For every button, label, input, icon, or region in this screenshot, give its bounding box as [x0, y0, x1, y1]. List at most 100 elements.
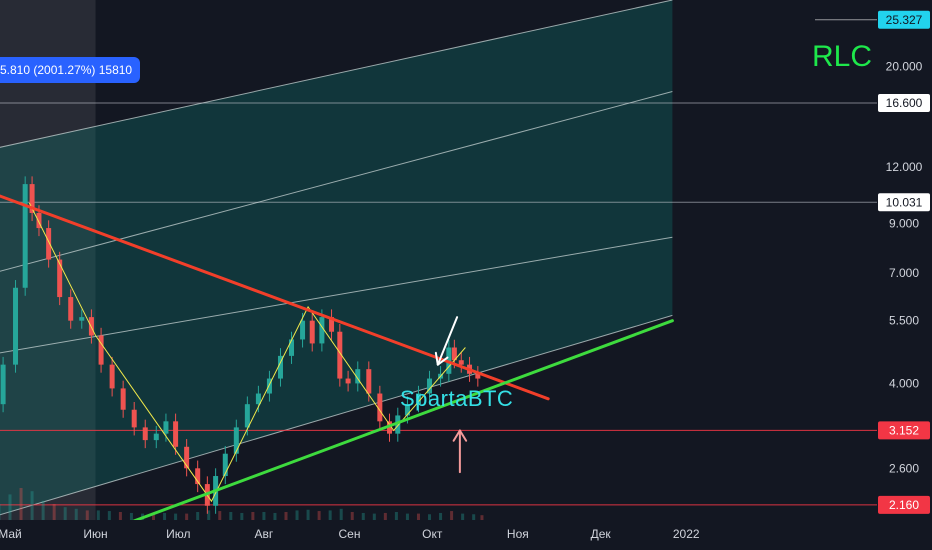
volume-bar: [129, 512, 133, 520]
channel-line-1: [0, 236, 673, 354]
volume-bar: [339, 508, 343, 520]
candle-body: [57, 259, 63, 298]
candle-body: [222, 453, 228, 477]
arrow-shaft: [436, 316, 459, 366]
author-watermark: SpartaBTC: [400, 386, 514, 411]
x-tick-label-1: Июн: [83, 527, 107, 541]
level-label-4: 2.160: [889, 498, 919, 512]
candle-body: [300, 320, 306, 340]
volume-bar: [361, 512, 365, 520]
volume-bar: [8, 494, 12, 520]
channel-line-0: [0, 314, 673, 516]
y-tick-label-0: 20.000: [886, 59, 923, 73]
level-label-bg-3: [878, 421, 930, 440]
time-axis: Май Июн Июл Авг Сен Окт Ноя Дек 2022: [0, 520, 932, 550]
volume-bar: [207, 510, 211, 520]
volume-bar: [372, 513, 376, 520]
channel-band: [0, 0, 673, 515]
channel: [0, 0, 673, 516]
volume-bar: [284, 512, 288, 520]
candle-body: [120, 388, 126, 410]
candle-body: [36, 212, 42, 229]
candle-body: [458, 360, 464, 365]
volume-bar: [262, 512, 266, 520]
volume-bar: [306, 509, 310, 520]
highlight-range: [0, 0, 96, 520]
volume-bar: [480, 515, 484, 520]
volume-bar: [295, 510, 299, 520]
x-tick-label-2: Июл: [166, 527, 190, 541]
volume-bar: [41, 500, 45, 520]
volume-bar: [428, 514, 432, 520]
candle-body: [475, 373, 481, 379]
y-tick-label-1: 12.000: [886, 160, 923, 174]
level-label-0: 25.327: [886, 13, 923, 27]
y-tick-label-3: 7.000: [889, 266, 919, 280]
volume-bar: [163, 512, 167, 520]
arrow-head-b: [452, 429, 461, 442]
candle-body: [309, 320, 315, 344]
volume-bar: [63, 507, 67, 520]
zigzag-pattern: [28, 202, 466, 503]
y-tick-label-2: 9.000: [889, 217, 919, 231]
price-axis-background: [877, 0, 932, 520]
volume-bars: [0, 488, 484, 520]
candle-body: [0, 364, 6, 405]
candle-body: [13, 287, 19, 365]
candle-body: [195, 468, 201, 485]
price-axis: 20.000 12.000 9.000 7.000 5.500 4.000 2.600 25.…: [877, 0, 932, 520]
candle-body: [277, 355, 283, 379]
volume-bar: [394, 512, 398, 520]
x-tick-label-0: Май: [0, 527, 22, 541]
volume-bar: [185, 513, 189, 520]
volume-bar: [350, 512, 354, 520]
y-tick-label-4: 5.500: [889, 314, 919, 328]
volume-bar: [196, 512, 200, 520]
volume-bar: [251, 512, 255, 520]
x-tick-label-7: Дек: [591, 527, 612, 541]
annotation-arrows: [434, 316, 468, 474]
x-tick-label-5: Окт: [422, 527, 443, 541]
candle-body: [29, 184, 35, 213]
volume-bar: [229, 512, 233, 520]
candle-body: [68, 297, 74, 321]
level-label-2: 10.031: [886, 195, 923, 209]
candle-body: [319, 317, 325, 344]
volume-bar: [317, 511, 321, 520]
candle-body: [233, 427, 239, 454]
volume-bar: [174, 513, 178, 520]
volume-bar: [74, 508, 78, 520]
candle-body: [427, 378, 433, 394]
volume-bar: [328, 510, 332, 520]
volume-bar: [416, 513, 420, 520]
candle-body: [79, 317, 85, 321]
level-label-bg-0: [878, 10, 930, 29]
trendlines[interactable]: [0, 190, 674, 532]
candle-body: [46, 228, 52, 260]
arrow-head-b: [436, 356, 449, 366]
volume-bar: [19, 488, 23, 520]
volume-bar: [439, 512, 443, 520]
candle-body: [163, 421, 169, 434]
channel-line-3: [0, 0, 673, 148]
candle-body: [173, 421, 179, 447]
volume-bar: [118, 512, 122, 520]
candle-body: [451, 347, 457, 361]
x-tick-label-6: Ноя: [507, 527, 529, 541]
volume-bar: [30, 491, 34, 520]
highlight-range-rect: [0, 0, 96, 520]
candle-body: [355, 369, 361, 384]
level-label-1: 16.600: [886, 96, 923, 110]
candle-body: [404, 404, 410, 416]
x-tick-label-4: Сен: [338, 527, 360, 541]
volume-bar: [383, 512, 387, 520]
candle-body: [184, 446, 190, 469]
level-label-bg-1: [878, 94, 930, 113]
candle-body: [98, 335, 104, 365]
candle-body: [255, 393, 261, 405]
volume-bar: [240, 512, 244, 520]
volume-bar: [218, 511, 222, 520]
candle-body: [266, 378, 272, 394]
